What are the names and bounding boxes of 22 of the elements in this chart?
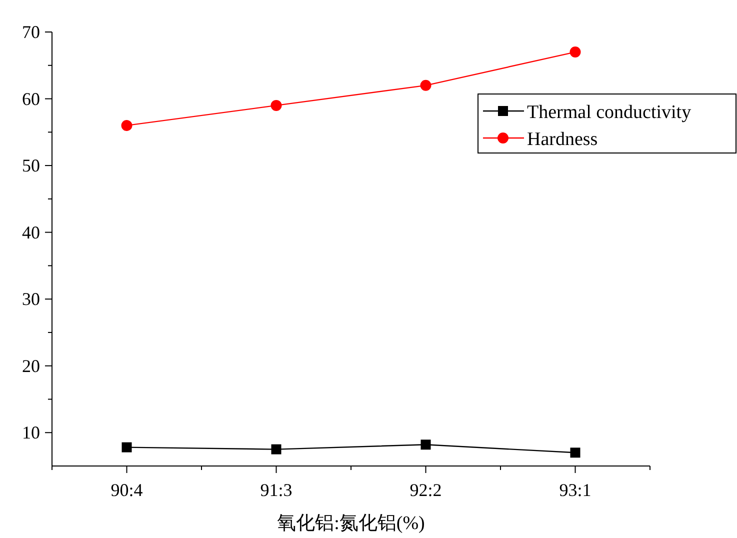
- y-tick-label: 40: [22, 222, 40, 242]
- x-tick-label: 90:4: [110, 480, 143, 500]
- y-tick-label: 70: [22, 22, 40, 42]
- y-tick-label: 30: [22, 289, 40, 310]
- point: [270, 100, 282, 111]
- point: [570, 448, 580, 458]
- point: [122, 442, 132, 452]
- point: [570, 46, 581, 58]
- point: [121, 120, 132, 131]
- legend-label: Thermal conductivity: [527, 102, 692, 123]
- x-tick-label: 93:1: [559, 480, 592, 500]
- y-tick-label: 60: [22, 88, 40, 109]
- point: [420, 440, 431, 450]
- point: [420, 80, 432, 91]
- x-tick-label: 92:2: [410, 480, 442, 500]
- point: [271, 444, 282, 454]
- legend-label: Hardness: [527, 129, 598, 150]
- y-tick-label: 20: [22, 356, 40, 376]
- y-tick-label: 10: [22, 422, 40, 443]
- x-tick-label: 91:3: [260, 480, 292, 500]
- x-axis-title: 氧化铝:氮化铝(%): [277, 513, 425, 534]
- y-tick-label: 50: [22, 156, 40, 176]
